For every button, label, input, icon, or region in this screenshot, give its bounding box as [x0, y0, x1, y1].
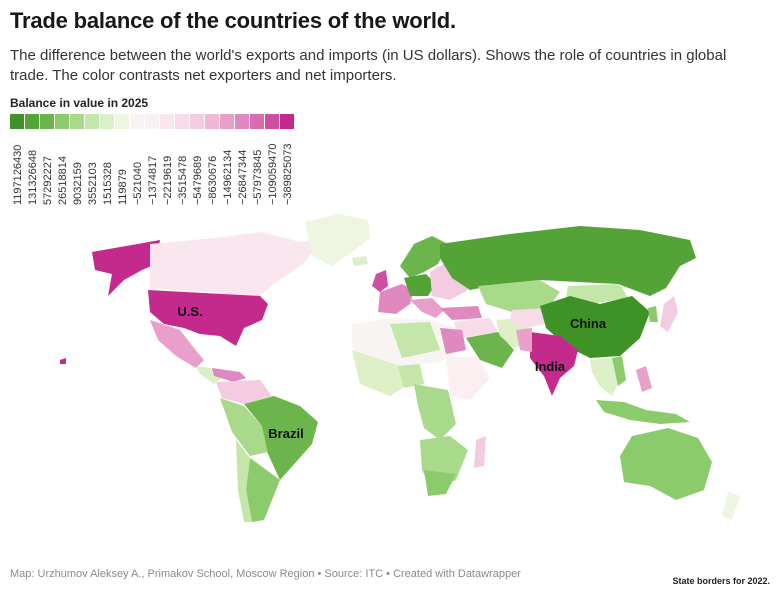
label-us: U.S. — [177, 304, 202, 319]
legend-label: 26518814 — [57, 156, 69, 205]
legend-swatch — [205, 114, 219, 129]
legend-label: −389825073 — [282, 143, 294, 205]
region-chile[interactable] — [236, 440, 252, 522]
legend-swatch — [40, 114, 54, 129]
region-usa[interactable] — [148, 290, 268, 346]
legend-label: −521040 — [132, 161, 144, 205]
legend-label: 1515328 — [102, 162, 114, 205]
region-canada[interactable] — [150, 232, 320, 296]
legend-swatch — [25, 114, 39, 129]
region-western-europe[interactable] — [378, 284, 414, 314]
region-vietnam[interactable] — [612, 356, 626, 386]
region-argentina[interactable] — [246, 458, 280, 522]
label-india: India — [535, 359, 566, 374]
legend-label: 3552103 — [87, 162, 99, 205]
region-scandinavia[interactable] — [400, 236, 448, 278]
region-central-africa[interactable] — [414, 384, 456, 440]
legend-swatch — [160, 114, 174, 129]
legend-swatch — [190, 114, 204, 129]
region-india[interactable] — [530, 332, 578, 396]
legend-swatch — [70, 114, 84, 129]
region-indonesia[interactable] — [596, 400, 690, 424]
region-algeria-libya[interactable] — [390, 322, 440, 358]
region-pakistan[interactable] — [516, 328, 532, 352]
legend-label: −57973845 — [252, 149, 264, 205]
legend-label: 131326648 — [27, 149, 39, 205]
region-saudi-arabia[interactable] — [466, 332, 514, 368]
region-philippines[interactable] — [636, 366, 652, 392]
region-madagascar[interactable] — [474, 436, 486, 468]
region-new-zealand[interactable] — [722, 492, 740, 520]
legend-swatch — [115, 114, 129, 129]
region-iceland[interactable] — [352, 256, 368, 266]
legend-swatch — [220, 114, 234, 129]
region-east-africa[interactable] — [446, 356, 490, 400]
region-nigeria[interactable] — [398, 364, 424, 388]
legend-swatch — [145, 114, 159, 129]
legend-swatch — [265, 114, 279, 129]
region-turkey[interactable] — [440, 306, 482, 320]
legend-label: 1197126430 — [12, 144, 24, 205]
legend-label: −8630676 — [207, 155, 219, 205]
legend-label: 57292227 — [42, 156, 54, 205]
region-mongolia[interactable] — [566, 284, 628, 304]
legend-label: −26847344 — [237, 149, 249, 205]
legend-label: −2219619 — [162, 155, 174, 205]
legend-swatch — [130, 114, 144, 129]
region-brazil[interactable] — [244, 396, 318, 480]
region-russia[interactable] — [440, 226, 696, 296]
legend-label: −14962134 — [222, 149, 234, 205]
legend-label: −5479689 — [192, 155, 204, 205]
world-map: U.S. Brazil China India — [60, 214, 740, 522]
borders-note: State borders for 2022. — [672, 576, 770, 586]
legend-label: −3515478 — [177, 155, 189, 205]
region-south-africa[interactable] — [424, 470, 456, 496]
legend-swatch — [235, 114, 249, 129]
region-central-asia[interactable] — [510, 308, 548, 328]
region-kazakhstan[interactable] — [478, 280, 560, 312]
region-peru-bolivia[interactable] — [220, 398, 268, 456]
region-greenland[interactable] — [305, 214, 370, 266]
region-australia[interactable] — [620, 428, 712, 500]
legend-swatch — [55, 114, 69, 129]
legend-swatch — [280, 114, 294, 129]
region-colombia-venezuela[interactable] — [216, 380, 272, 404]
region-korea[interactable] — [648, 306, 658, 322]
source-credit: Map: Urzhumov Aleksey A., Primakov Schoo… — [10, 568, 521, 580]
legend-swatch — [100, 114, 114, 129]
region-hawaii[interactable] — [60, 358, 66, 364]
region-central-europe[interactable] — [404, 274, 436, 296]
region-uk[interactable] — [372, 270, 388, 292]
region-japan[interactable] — [660, 296, 678, 332]
region-caribbean[interactable] — [212, 368, 246, 382]
region-west-africa[interactable] — [352, 350, 414, 396]
map-subtitle: The difference between the world's expor… — [10, 47, 727, 84]
legend-label: 9032159 — [72, 162, 84, 205]
legend-swatch — [10, 114, 24, 129]
region-alaska[interactable] — [92, 240, 160, 296]
legend-label: −109059470 — [267, 143, 279, 205]
legend-swatch — [85, 114, 99, 129]
map-title: Trade balance of the countries of the wo… — [10, 8, 456, 33]
legend-label: −1374817 — [147, 155, 159, 205]
legend-swatch — [250, 114, 264, 129]
region-mexico[interactable] — [150, 320, 204, 368]
region-egypt[interactable] — [440, 328, 466, 354]
label-china: China — [570, 316, 607, 331]
label-brazil: Brazil — [268, 426, 303, 441]
legend-color-scale — [10, 114, 294, 129]
legend-swatch — [175, 114, 189, 129]
legend-title: Balance in value in 2025 — [10, 96, 149, 110]
region-southeast-asia[interactable] — [590, 358, 622, 396]
region-southern-europe[interactable] — [410, 298, 444, 318]
region-central-america[interactable] — [196, 366, 222, 384]
